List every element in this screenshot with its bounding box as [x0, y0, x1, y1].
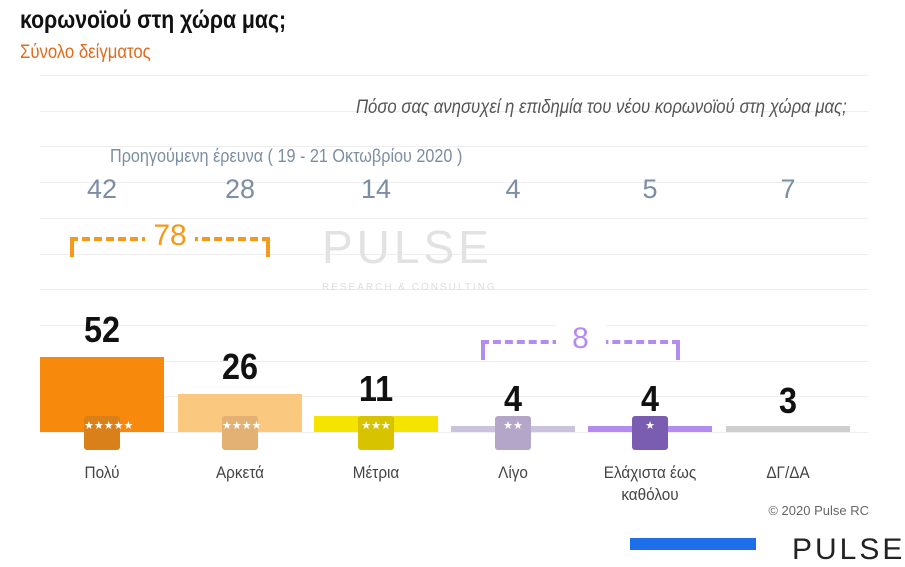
- group-total: 78: [145, 219, 195, 253]
- watermark-logo: PULSE: [322, 221, 493, 273]
- gridline: [40, 432, 868, 433]
- stars-icon: ★★★★★: [84, 416, 133, 450]
- category-label: Πολύ: [84, 463, 120, 482]
- value-label: 52: [83, 308, 121, 350]
- gridline: [40, 253, 868, 255]
- copyright: © 2020 Pulse RC: [768, 503, 869, 518]
- footer-logo: PULSE: [792, 533, 905, 566]
- previous-value: 4: [505, 174, 521, 204]
- value-label: 4: [503, 378, 523, 420]
- value-label: 11: [358, 368, 394, 410]
- gridline: [40, 182, 868, 184]
- gridline: [40, 396, 868, 398]
- previous-value: 42: [86, 174, 118, 204]
- category-label: ΔΓ/ΔΑ: [766, 463, 810, 482]
- stars-icon: ★★★: [358, 416, 394, 450]
- category-label: Λίγο: [498, 463, 528, 482]
- gridline: [40, 146, 868, 148]
- gridline: [40, 110, 868, 112]
- value-label: 3: [778, 379, 798, 421]
- gridline: [40, 217, 868, 219]
- previous-value: 7: [780, 174, 796, 204]
- gridline: [40, 324, 868, 326]
- value-label: 4: [640, 378, 660, 420]
- previous-value: 14: [360, 174, 392, 204]
- group-total: 8: [555, 322, 606, 356]
- value-label: 26: [221, 346, 259, 388]
- previous-value: 5: [642, 174, 658, 204]
- footer-blue-block: [630, 538, 756, 550]
- chart-title: κορωνοϊού στη χώρα μας;: [20, 6, 287, 34]
- question-text: Πόσο σας ανησυχεί η επιδημία του νέου κο…: [356, 97, 847, 118]
- stars-icon: ★★★★: [222, 416, 261, 450]
- category-label: Μέτρια: [352, 463, 400, 482]
- chart-subtitle: Σύνολο δείγματος: [20, 42, 151, 63]
- gridline: [40, 360, 868, 362]
- previous-survey-label: Προηγούμενη έρευνα ( 19 - 21 Οκτωβρίου 2…: [110, 146, 463, 166]
- stars-icon: ★: [632, 416, 668, 450]
- stars-icon: ★★: [495, 416, 531, 450]
- previous-value: 28: [224, 174, 256, 204]
- category-label: Αρκετά: [215, 463, 265, 482]
- gridline: [40, 289, 868, 291]
- watermark-subtitle: RESEARCH & CONSULTING: [322, 282, 497, 293]
- category-label: Ελάχιστα έως καθόλου: [603, 463, 697, 504]
- gridline: [40, 75, 868, 76]
- bar: [726, 426, 850, 432]
